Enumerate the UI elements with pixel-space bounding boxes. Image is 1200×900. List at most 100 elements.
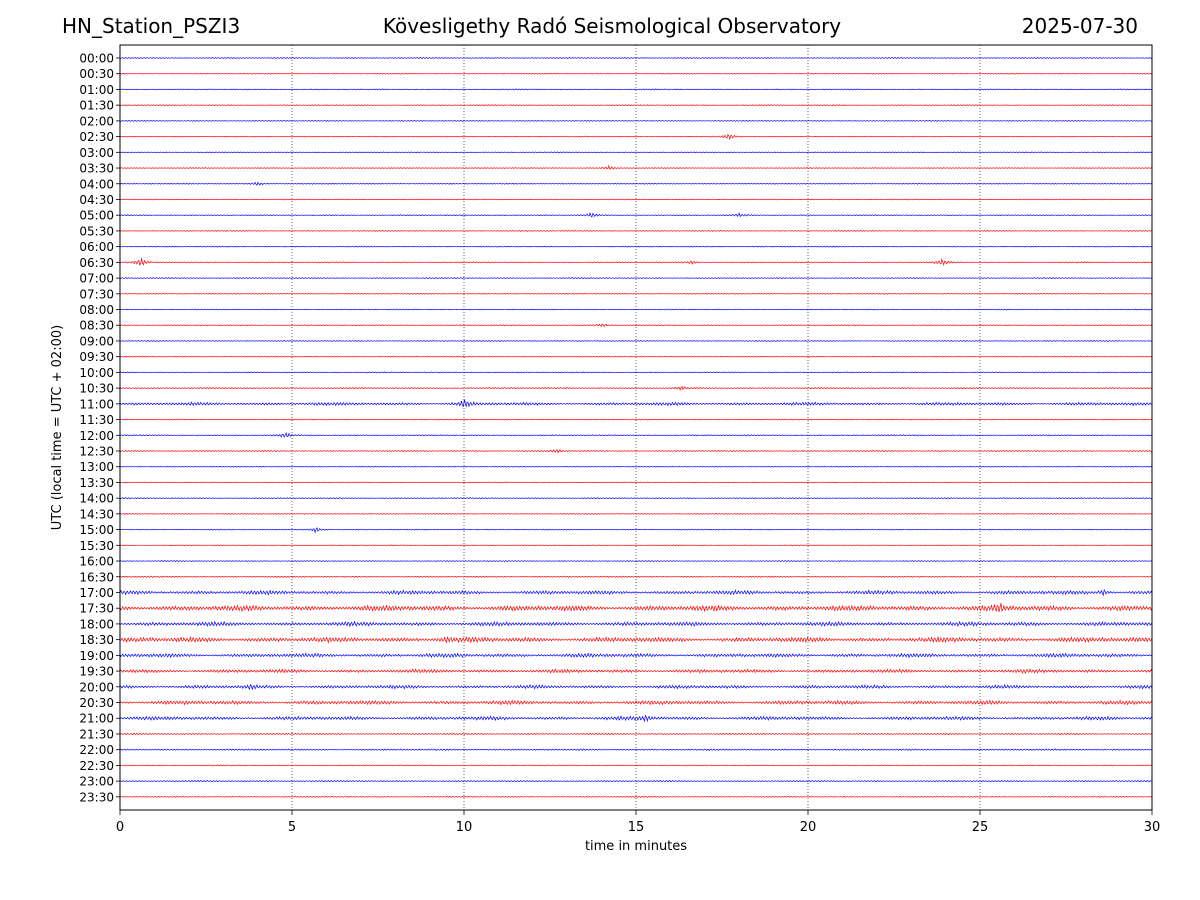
- trace-1200: [119, 431, 1153, 438]
- ytick-label-0400: 04:00: [79, 177, 114, 191]
- trace-1300: [119, 465, 1153, 468]
- trace-0800: [119, 308, 1153, 311]
- chart-title: Kövesligethy Radó Seismological Observat…: [382, 14, 842, 38]
- trace-0830: [119, 323, 1153, 328]
- ytick-label-2100: 21:00: [79, 712, 114, 726]
- ytick-label-1600: 16:00: [79, 555, 114, 569]
- xtick-label-15: 15: [628, 820, 645, 835]
- trace-1930: [119, 668, 1153, 675]
- trace-2130: [119, 732, 1153, 736]
- x-axis-ticks: 0 5 10 15 20 25 30: [116, 810, 1160, 835]
- ytick-label-0200: 02:00: [79, 114, 114, 128]
- trace-0400: [119, 181, 1153, 186]
- trace-1800: [119, 620, 1153, 628]
- xtick-label-10: 10: [456, 820, 473, 835]
- ytick-label-2330: 23:30: [79, 790, 114, 804]
- ytick-label-0900: 09:00: [79, 334, 114, 348]
- trace-2330: [119, 795, 1153, 798]
- trace-0730: [119, 292, 1153, 295]
- trace-1030: [119, 385, 1153, 392]
- ytick-label-0600: 06:00: [79, 240, 114, 254]
- trace-1130: [119, 418, 1153, 421]
- trace-0900: [119, 339, 1153, 342]
- xtick-label-0: 0: [116, 820, 124, 835]
- trace-0200: [119, 119, 1153, 122]
- trace-1330: [119, 481, 1153, 484]
- trace-1100: [119, 399, 1153, 408]
- xtick-label-5: 5: [288, 820, 296, 835]
- trace-1000: [119, 371, 1153, 374]
- trace-0500: [119, 211, 1153, 218]
- ytick-label-2300: 23:00: [79, 775, 114, 789]
- ytick-label-1530: 15:30: [79, 539, 114, 553]
- ytick-label-1330: 13:30: [79, 476, 114, 490]
- ytick-label-1900: 19:00: [79, 649, 114, 663]
- trace-0130: [119, 104, 1153, 107]
- trace-1530: [119, 544, 1153, 547]
- ytick-label-2200: 22:00: [79, 743, 114, 757]
- trace-1700: [119, 588, 1153, 597]
- xtick-label-20: 20: [800, 820, 817, 835]
- trace-0600: [119, 245, 1153, 248]
- ytick-label-1800: 18:00: [79, 617, 114, 631]
- ytick-label-1730: 17:30: [79, 602, 114, 616]
- ytick-label-2000: 20:00: [79, 680, 114, 694]
- ytick-label-0630: 06:30: [79, 256, 114, 270]
- trace-1230: [119, 449, 1153, 454]
- trace-1730: [119, 602, 1153, 613]
- ytick-label-0730: 07:30: [79, 287, 114, 301]
- ytick-label-0830: 08:30: [79, 319, 114, 333]
- ytick-label-0030: 00:30: [79, 67, 114, 81]
- ytick-label-0130: 01:30: [79, 99, 114, 113]
- ytick-label-0100: 01:00: [79, 83, 114, 97]
- trace-2100: [119, 714, 1153, 723]
- ytick-label-1230: 12:30: [79, 445, 114, 459]
- ytick-label-0000: 00:00: [79, 52, 114, 66]
- trace-0630: [119, 258, 1153, 266]
- xtick-label-30: 30: [1144, 820, 1161, 835]
- ytick-label-0800: 08:00: [79, 303, 114, 317]
- ytick-label-2230: 22:30: [79, 759, 114, 773]
- trace-1630: [119, 575, 1153, 579]
- trace-1430: [119, 512, 1153, 515]
- trace-1400: [119, 497, 1153, 500]
- ytick-label-1100: 11:00: [79, 397, 114, 411]
- ytick-label-1930: 19:30: [79, 665, 114, 679]
- trace-1500: [119, 527, 1153, 534]
- ytick-label-1130: 11:30: [79, 413, 114, 427]
- ytick-label-0530: 05:30: [79, 224, 114, 238]
- ytick-label-0700: 07:00: [79, 272, 114, 286]
- ytick-label-1300: 13:00: [79, 460, 114, 474]
- trace-0000: [119, 56, 1153, 59]
- ytick-label-1500: 15:00: [79, 523, 114, 537]
- ytick-label-0500: 05:00: [79, 209, 114, 223]
- chart-date: 2025-07-30: [1021, 14, 1138, 38]
- ytick-label-1700: 17:00: [79, 586, 114, 600]
- ytick-label-1200: 12:00: [79, 429, 114, 443]
- xtick-label-25: 25: [972, 820, 989, 835]
- seismic-traces: [119, 56, 1153, 798]
- ytick-label-0300: 03:00: [79, 146, 114, 160]
- trace-1900: [119, 652, 1153, 659]
- trace-1830: [119, 635, 1153, 644]
- ytick-label-2130: 21:30: [79, 727, 114, 741]
- trace-0930: [119, 355, 1153, 358]
- ytick-label-0230: 02:30: [79, 130, 114, 144]
- trace-1600: [119, 560, 1153, 562]
- ytick-label-1430: 14:30: [79, 507, 114, 521]
- trace-0530: [120, 229, 1153, 232]
- x-axis-label: time in minutes: [585, 839, 687, 854]
- trace-0700: [119, 277, 1153, 280]
- ytick-label-1830: 18:30: [79, 633, 114, 647]
- ytick-label-2030: 20:30: [79, 696, 114, 710]
- ytick-label-0430: 04:30: [79, 193, 114, 207]
- grid-lines: [291, 45, 981, 810]
- trace-0030: [119, 72, 1153, 75]
- trace-0100: [119, 88, 1153, 91]
- y-axis-label: UTC (local time = UTC + 02:00): [50, 325, 65, 530]
- ytick-label-0330: 03:30: [79, 162, 114, 176]
- trace-2000: [119, 683, 1153, 691]
- trace-2030: [119, 699, 1153, 706]
